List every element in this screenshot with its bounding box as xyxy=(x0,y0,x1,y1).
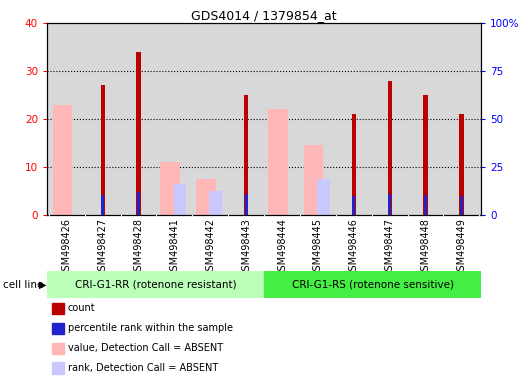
Bar xyxy=(245,194,247,215)
Text: cell line: cell line xyxy=(3,280,43,290)
Bar xyxy=(137,52,141,215)
Bar xyxy=(244,95,248,215)
Text: GSM498446: GSM498446 xyxy=(349,218,359,277)
Text: percentile rank within the sample: percentile rank within the sample xyxy=(68,323,233,333)
Bar xyxy=(459,114,463,215)
Text: GSM498441: GSM498441 xyxy=(169,218,179,277)
Bar xyxy=(424,195,427,215)
Bar xyxy=(264,271,481,298)
Bar xyxy=(353,196,355,215)
Text: value, Detection Call = ABSENT: value, Detection Call = ABSENT xyxy=(68,343,223,353)
Bar xyxy=(174,184,186,215)
Text: GSM498448: GSM498448 xyxy=(420,218,430,277)
Title: GDS4014 / 1379854_at: GDS4014 / 1379854_at xyxy=(191,9,337,22)
Bar xyxy=(53,104,72,215)
Bar xyxy=(304,146,324,215)
Text: GSM498444: GSM498444 xyxy=(277,218,287,277)
Bar xyxy=(209,191,222,215)
Text: GSM498447: GSM498447 xyxy=(385,218,395,277)
Bar xyxy=(137,192,140,215)
Text: ▶: ▶ xyxy=(39,280,47,290)
Bar xyxy=(160,162,180,215)
Text: CRI-G1-RS (rotenone sensitive): CRI-G1-RS (rotenone sensitive) xyxy=(292,280,453,290)
Bar xyxy=(268,109,288,215)
Text: GSM498449: GSM498449 xyxy=(457,218,467,277)
Text: GSM498445: GSM498445 xyxy=(313,218,323,277)
Text: rank, Detection Call = ABSENT: rank, Detection Call = ABSENT xyxy=(68,363,218,373)
Bar xyxy=(424,95,428,215)
Bar xyxy=(317,179,329,215)
Bar xyxy=(351,114,356,215)
Bar xyxy=(460,196,463,215)
Text: GSM498442: GSM498442 xyxy=(206,218,215,277)
Bar xyxy=(101,195,104,215)
Bar xyxy=(47,271,264,298)
Text: GSM498426: GSM498426 xyxy=(62,218,72,277)
Text: GSM498428: GSM498428 xyxy=(133,218,143,277)
Bar xyxy=(100,86,105,215)
Text: GSM498443: GSM498443 xyxy=(241,218,251,277)
Text: CRI-G1-RR (rotenone resistant): CRI-G1-RR (rotenone resistant) xyxy=(75,280,236,290)
Bar xyxy=(196,179,216,215)
Bar xyxy=(388,81,392,215)
Bar xyxy=(388,194,391,215)
Text: count: count xyxy=(68,303,96,313)
Text: GSM498427: GSM498427 xyxy=(98,218,108,277)
